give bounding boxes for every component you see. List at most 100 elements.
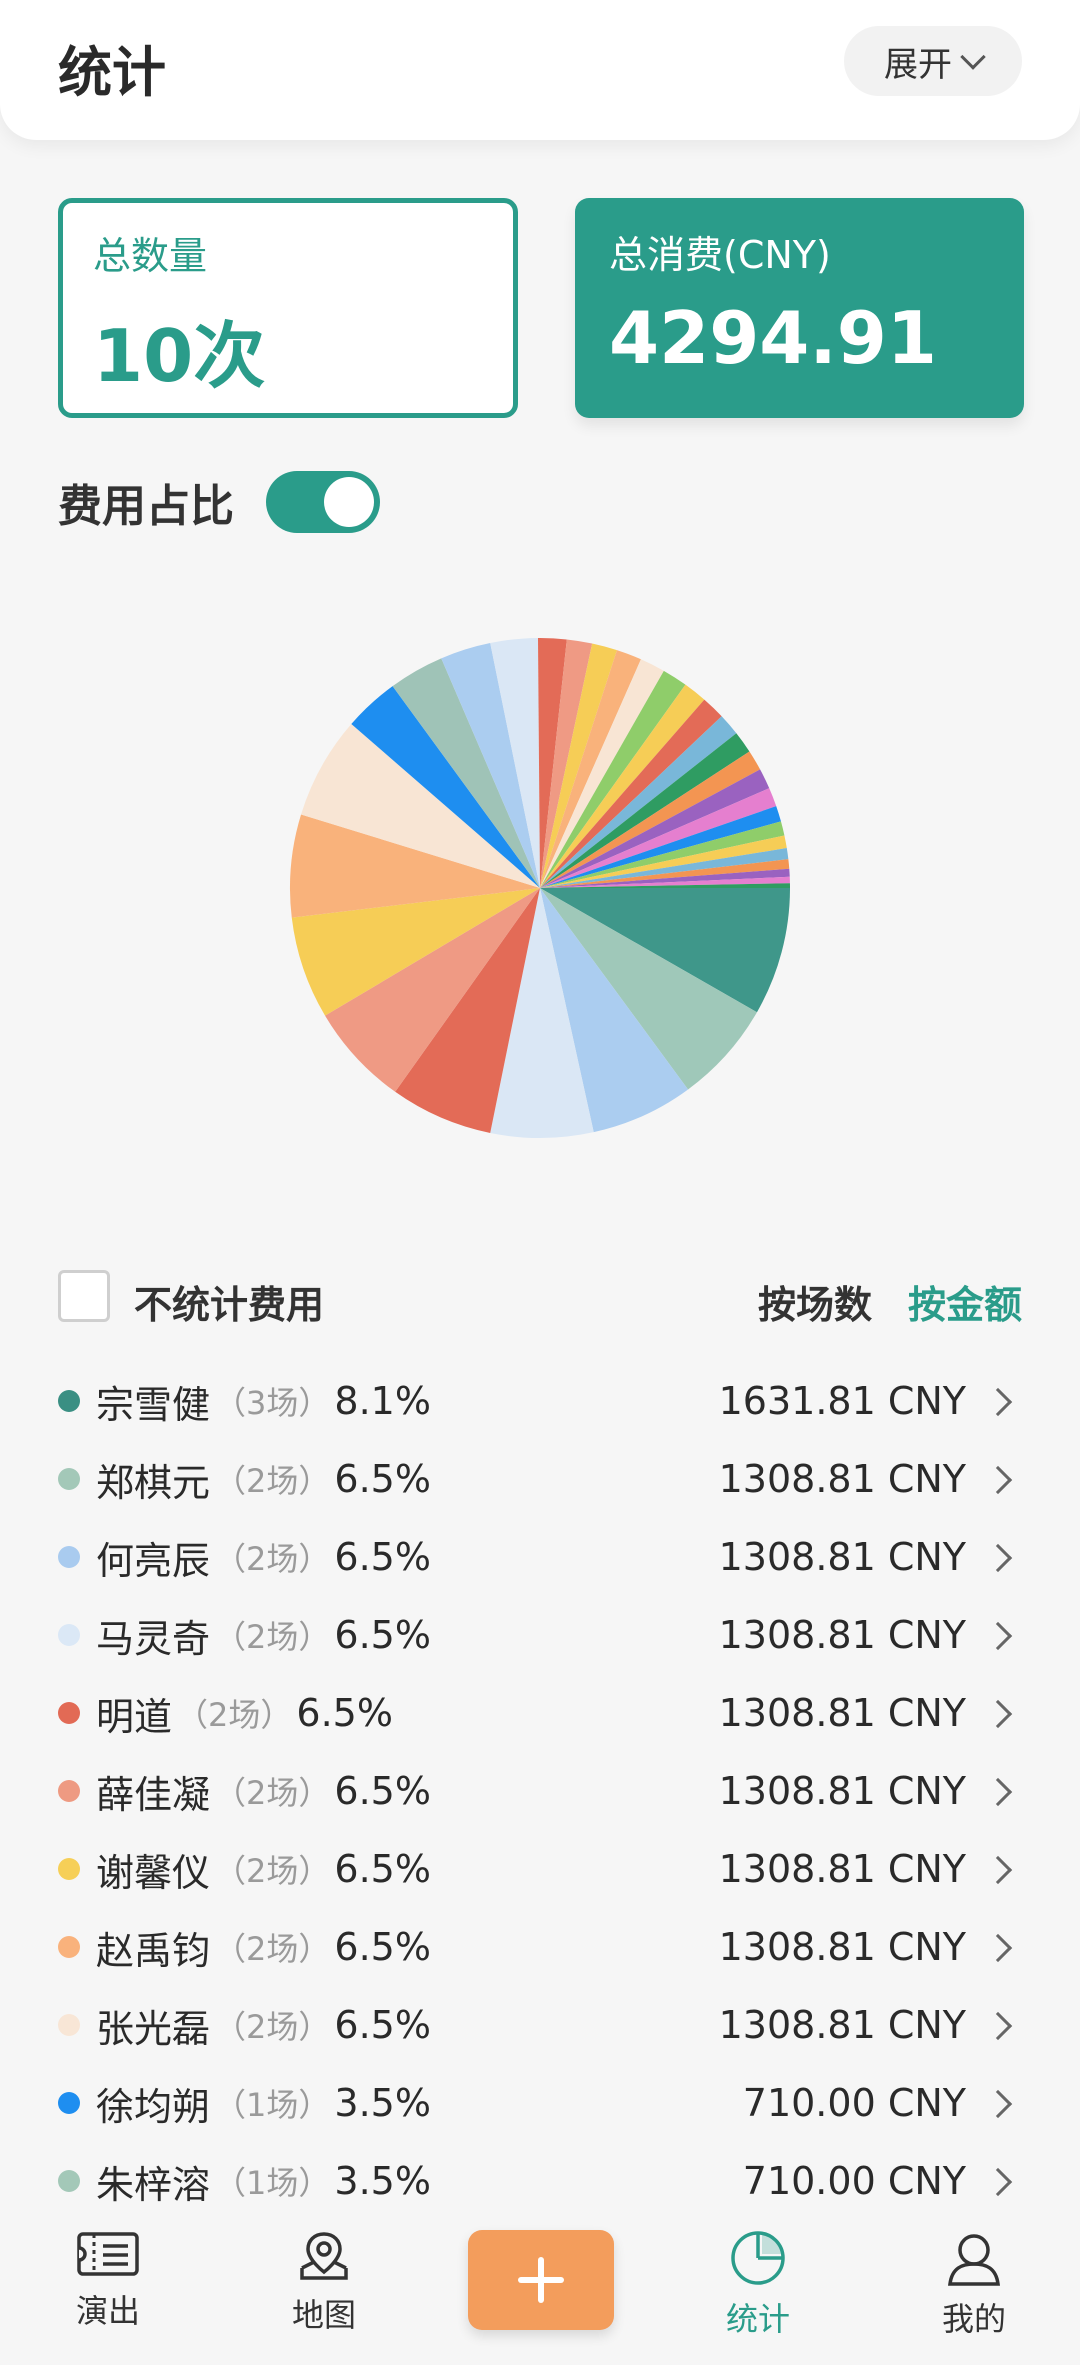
total-spend-value: 4294.91 (609, 296, 937, 380)
pie-slice-宗雪健 (540, 888, 790, 1013)
page-title: 统计 (58, 41, 166, 104)
bottom-tab-bar: 演出 地图 统计 我的 (0, 2210, 1080, 2365)
cost-ratio-row: 费用占比 (58, 470, 380, 534)
performer-name: 马灵奇 (96, 1616, 211, 1661)
expand-button[interactable]: 展开 (844, 26, 1022, 96)
user-icon (948, 2234, 1000, 2286)
list-item[interactable]: 马灵奇 （2场） 6.5% 1308.81 CNY (58, 1596, 1022, 1674)
list-item[interactable]: 薛佳凝 （2场） 6.5% 1308.81 CNY (58, 1752, 1022, 1830)
pie-slice-12 (490, 638, 540, 888)
chevron-right-icon (983, 2167, 1013, 2197)
show-count: （2场） (214, 2008, 331, 2046)
amount: 1308.81 CNY (718, 1613, 966, 1657)
list-item[interactable]: 徐均朔 （1场） 3.5% 710.00 CNY (58, 2064, 1022, 2142)
list-item[interactable]: 朱梓溶 （1场） 3.5% 710.00 CNY (58, 2142, 1022, 2220)
list-item[interactable]: 谢馨仪 （2场） 6.5% 1308.81 CNY (58, 1830, 1022, 1908)
color-dot (58, 2014, 80, 2036)
color-dot (58, 1546, 80, 1568)
tab-profile[interactable]: 我的 (904, 2228, 1044, 2340)
tab-stats-label: 统计 (725, 2300, 790, 2338)
pie-slice-27 (540, 821, 785, 888)
show-count: （1场） (214, 2086, 331, 2124)
amount: 1308.81 CNY (718, 1457, 966, 1501)
show-count: （2场） (214, 1618, 331, 1656)
pie-svg (289, 638, 790, 1139)
pie-slice-33 (540, 883, 790, 888)
list-item[interactable]: 赵禹钧 （2场） 6.5% 1308.81 CNY (58, 1908, 1022, 1986)
tab-shows[interactable]: 演出 (38, 2228, 178, 2332)
chevron-right-icon (983, 2011, 1013, 2041)
pie-slice-19 (540, 684, 705, 888)
amount: 710.00 CNY (742, 2081, 966, 2125)
color-dot (58, 1702, 80, 1724)
list-item[interactable]: 明道 （2场） 6.5% 1308.81 CNY (58, 1674, 1022, 1752)
percent: 6.5% (334, 1925, 431, 1969)
color-dot (58, 2092, 80, 2114)
amount: 1308.81 CNY (718, 1535, 966, 1579)
chevron-right-icon (983, 1855, 1013, 1885)
pie-slice-16 (540, 650, 641, 888)
add-button[interactable] (468, 2230, 614, 2330)
percent: 6.5% (334, 2003, 431, 2047)
color-dot (58, 1624, 80, 1646)
tab-stats[interactable]: 统计 (688, 2228, 828, 2340)
pie-slice-赵禹钧 (289, 814, 540, 918)
percent: 6.5% (334, 1847, 431, 1891)
color-dot (58, 1468, 80, 1490)
tab-map-label: 地图 (291, 2296, 356, 2334)
ticket-icon (77, 2232, 139, 2276)
chevron-right-icon (983, 1777, 1013, 1807)
pie-slice-32 (540, 876, 790, 888)
total-count-value: 10次 (93, 314, 266, 398)
color-dot (58, 2170, 80, 2192)
pie-slice-马灵奇 (490, 888, 594, 1139)
pie-slice-11 (441, 643, 540, 888)
exclude-cost-checkbox[interactable] (58, 1270, 110, 1322)
cost-ratio-label: 费用占比 (58, 481, 234, 532)
pie-slice-25 (540, 788, 777, 888)
chevron-right-icon (983, 1933, 1013, 1963)
pie-chart-icon (731, 2231, 785, 2285)
chevron-right-icon (983, 1387, 1013, 1417)
sort-by-amount-tab[interactable]: 按金额 (907, 1283, 1022, 1327)
show-count: （2场） (214, 1774, 331, 1812)
pie-slice-何亮辰 (540, 888, 689, 1133)
cost-ratio-toggle[interactable] (266, 471, 380, 533)
expand-label: 展开 (884, 44, 952, 85)
total-count-label: 总数量 (93, 234, 208, 278)
pie-slice-24 (540, 769, 770, 888)
sort-by-count-tab[interactable]: 按场数 (757, 1283, 872, 1327)
list-item[interactable]: 郑棋元 （2场） 6.5% 1308.81 CNY (58, 1440, 1022, 1518)
chevron-right-icon (983, 1699, 1013, 1729)
pie-slice-14 (540, 639, 593, 888)
pie-slice-谢馨仪 (291, 888, 540, 1016)
top-header: 统计 展开 (0, 0, 1080, 140)
amount: 1308.81 CNY (718, 1769, 966, 1813)
tab-map[interactable]: 地图 (254, 2228, 394, 2336)
percent: 6.5% (296, 1691, 393, 1735)
color-dot (58, 1780, 80, 1802)
chevron-right-icon (983, 1543, 1013, 1573)
list-item[interactable]: 宗雪健 （3场） 8.1% 1631.81 CNY (58, 1362, 1022, 1440)
pie-slice-明道 (395, 888, 540, 1133)
color-dot (58, 1936, 80, 1958)
amount: 1308.81 CNY (718, 1925, 966, 1969)
percent: 6.5% (334, 1613, 431, 1657)
toggle-knob (324, 477, 374, 527)
pie-slice-28 (540, 835, 787, 888)
color-dot (58, 1390, 80, 1412)
percent: 6.5% (334, 1535, 431, 1579)
pie-slice-17 (540, 659, 664, 888)
tab-profile-label: 我的 (941, 2300, 1006, 2338)
show-count: （1场） (214, 2164, 331, 2202)
pie-slice-13 (537, 638, 567, 888)
show-count: （2场） (214, 1852, 331, 1890)
list-item[interactable]: 何亮辰 （2场） 6.5% 1308.81 CNY (58, 1518, 1022, 1596)
performer-name: 朱梓溶 (96, 2162, 211, 2207)
performer-name: 宗雪健 (96, 1382, 211, 1427)
pie-slice-朱梓溶 (392, 658, 540, 888)
total-spend-card: 总消费(CNY) 4294.91 (575, 198, 1024, 418)
chevron-right-icon (983, 2089, 1013, 2119)
list-item[interactable]: 张光磊 （2场） 6.5% 1308.81 CNY (58, 1986, 1022, 2064)
show-count: （2场） (214, 1540, 331, 1578)
